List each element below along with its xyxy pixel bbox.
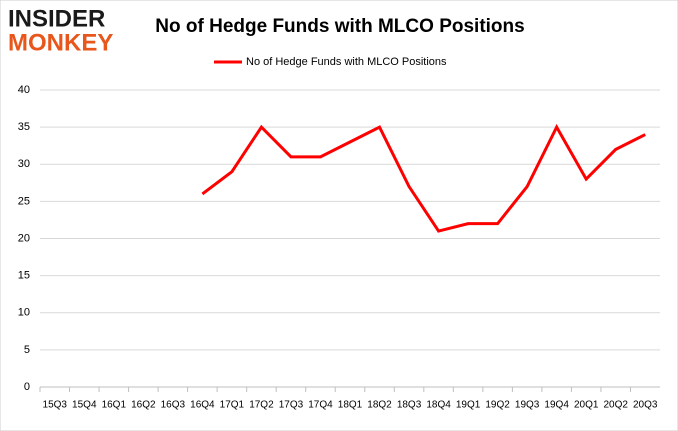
y-tick-label: 10 (18, 307, 30, 319)
x-tick-label: 20Q1 (574, 400, 599, 411)
x-tick-label: 18Q2 (367, 400, 392, 411)
y-tick-label: 35 (18, 121, 30, 133)
x-tick-label: 17Q1 (220, 400, 245, 411)
x-tick-label: 19Q1 (456, 400, 481, 411)
x-tick-label: 20Q2 (603, 400, 628, 411)
logo-line1: INSIDER (8, 5, 105, 32)
y-tick-label: 20 (18, 232, 30, 244)
x-tick-label: 15Q3 (43, 400, 68, 411)
x-tick-label: 16Q2 (131, 400, 156, 411)
x-tick-label: 18Q3 (397, 400, 422, 411)
x-tick-label: 19Q2 (485, 400, 510, 411)
data-line (201, 123, 646, 233)
chart-title: No of Hedge Funds with MLCO Positions (155, 16, 524, 37)
y-tick-label: 25 (18, 195, 30, 207)
y-tick-label: 5 (24, 344, 30, 356)
x-tick-label: 20Q3 (633, 400, 658, 411)
x-tick-label: 16Q1 (102, 400, 127, 411)
x-tick-label: 17Q3 (279, 400, 304, 411)
legend-label: No of Hedge Funds with MLCO Positions (246, 56, 447, 68)
x-tick-label: 19Q4 (544, 400, 569, 411)
x-tick-label: 16Q3 (161, 400, 186, 411)
x-tick-label: 15Q4 (72, 400, 97, 411)
x-tick-label: 18Q4 (426, 400, 451, 411)
x-tick-label: 17Q2 (249, 400, 274, 411)
x-tick-label: 16Q4 (190, 400, 215, 411)
logo-line2: MONKEY (8, 29, 113, 56)
x-tick-label: 18Q1 (338, 400, 363, 411)
y-tick-label: 40 (18, 84, 30, 96)
x-tick-label: 17Q4 (308, 400, 333, 411)
y-tick-label: 15 (18, 270, 30, 282)
y-tick-label: 0 (24, 381, 30, 393)
y-tick-label: 30 (18, 158, 30, 170)
x-tick-label: 19Q3 (515, 400, 540, 411)
